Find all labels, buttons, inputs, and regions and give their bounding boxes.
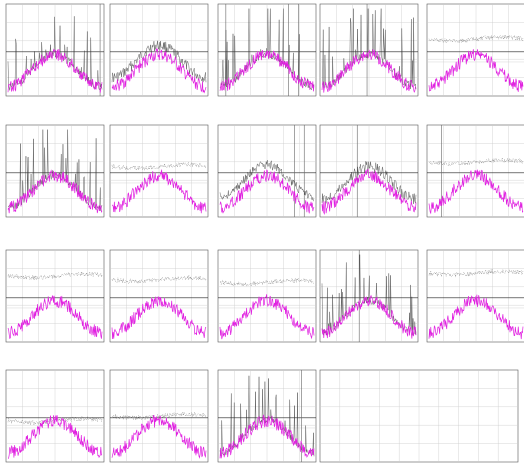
series-secondary-line [428,34,524,44]
series-primary-line [219,169,315,214]
series-secondary-line [321,161,417,204]
series-secondary-line [111,275,207,285]
series-secondary-line [7,271,103,281]
panel-3 [217,3,317,97]
panel-4 [319,3,419,97]
series-primary-line [321,49,417,93]
panel-1 [5,3,105,97]
series-primary-line [428,49,524,92]
panel-17 [109,369,209,463]
series-secondary-line [428,269,524,278]
series-primary-line [7,415,103,459]
panel-6 [5,124,105,218]
panel-5 [426,3,524,97]
series-secondary-line [219,159,315,202]
series-primary-line [111,169,207,214]
series-primary-line [111,296,207,339]
panel-7 [109,124,209,218]
panel-9 [319,124,419,218]
series-primary-line [321,168,417,215]
series-primary-line [7,295,103,340]
panel-10 [426,124,524,218]
panel-14 [319,249,419,343]
series-primary-line [321,294,417,339]
panel-18 [217,369,317,463]
panel-16 [5,369,105,463]
series-primary-line [7,169,103,214]
panel-8 [217,124,317,218]
series-secondary-line [111,40,207,83]
series-primary-line [428,294,524,340]
series-primary-line [111,47,207,94]
panel-11 [5,249,105,343]
series-primary-line [219,50,315,92]
panel-15 [426,249,524,343]
panel-12 [109,249,209,343]
panel-19 [319,369,519,463]
panel-2 [109,3,209,97]
series-secondary-line [219,277,315,287]
series-primary-line [111,414,207,459]
series-primary-line [428,169,524,215]
series-primary-line [219,414,315,459]
series-primary-line [219,294,315,340]
panel-13 [217,249,317,343]
series-secondary-line [111,411,207,421]
series-secondary-line [111,161,207,172]
series-secondary-line [428,157,524,166]
series-primary-line [7,48,103,93]
